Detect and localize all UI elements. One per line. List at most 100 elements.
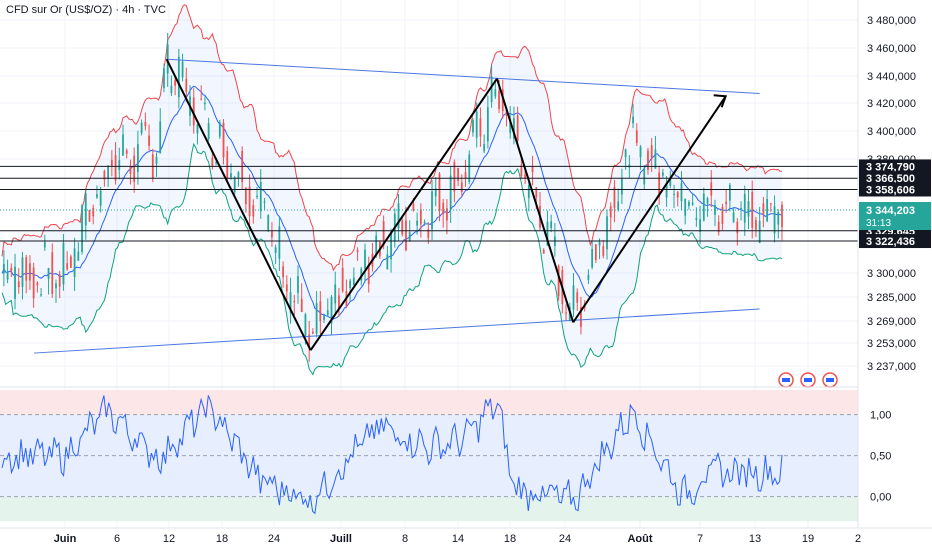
candle-body bbox=[509, 118, 512, 134]
candle-body bbox=[710, 182, 713, 196]
candle-body bbox=[758, 220, 761, 243]
candle-body bbox=[274, 247, 277, 253]
candle-body bbox=[594, 244, 597, 260]
candle-body bbox=[244, 188, 247, 205]
candle-body bbox=[412, 203, 415, 211]
candle-body bbox=[419, 209, 422, 225]
candle-body bbox=[609, 206, 612, 218]
candle-body bbox=[688, 201, 690, 206]
candle-body bbox=[66, 263, 69, 270]
candle-body bbox=[140, 122, 143, 134]
channel-upper-line bbox=[166, 58, 760, 95]
bollinger-fill bbox=[2, 4, 782, 375]
candle-body bbox=[122, 134, 124, 156]
price-axis-tick: 3 237,000 bbox=[867, 361, 916, 373]
candle-body bbox=[293, 300, 296, 303]
candle-body bbox=[725, 201, 728, 205]
candle-body bbox=[43, 242, 46, 248]
candle-body bbox=[25, 257, 28, 281]
candle-body bbox=[632, 116, 634, 124]
candle-body bbox=[36, 282, 39, 286]
level-label: 3 358,606 bbox=[866, 184, 915, 196]
time-axis-tick: 12 bbox=[163, 533, 175, 545]
time-axis-tick: 2 bbox=[855, 533, 861, 545]
candle-body bbox=[624, 149, 627, 158]
candle-body bbox=[21, 257, 24, 287]
level-label-bg bbox=[859, 182, 931, 197]
candle-body bbox=[457, 168, 459, 182]
level-label-bg bbox=[859, 171, 931, 186]
time-axis-tick: 19 bbox=[802, 533, 814, 545]
channel-lower-line bbox=[33, 308, 760, 354]
candle-body bbox=[129, 166, 132, 174]
candle-body bbox=[755, 220, 757, 230]
candle-body bbox=[367, 264, 370, 285]
candle-body bbox=[297, 276, 299, 293]
price-axis-tick: 3 460,000 bbox=[867, 43, 916, 55]
time-axis-tick: 18 bbox=[504, 533, 516, 545]
candle-body bbox=[643, 168, 646, 185]
candle-body bbox=[498, 91, 500, 110]
time-axis-tick: 24 bbox=[268, 533, 280, 545]
candle-body bbox=[527, 185, 530, 198]
candle-body bbox=[606, 216, 608, 250]
candle-body bbox=[252, 205, 255, 217]
candle-body bbox=[449, 175, 452, 210]
candle-body bbox=[14, 266, 16, 299]
candle-body bbox=[174, 80, 177, 86]
candle-body bbox=[483, 144, 486, 152]
candle-body bbox=[721, 207, 724, 224]
price-axis-tick: 3 440,000 bbox=[867, 71, 916, 83]
candle-body bbox=[352, 277, 355, 286]
candle-body bbox=[196, 124, 199, 134]
oscillator-band bbox=[0, 390, 858, 415]
candle-body bbox=[133, 155, 136, 182]
zigzag-segment bbox=[572, 95, 727, 323]
time-axis-tick: 14 bbox=[452, 533, 464, 545]
candle-body bbox=[676, 192, 679, 198]
candle-body bbox=[434, 188, 437, 197]
price-axis-tick: 3 400,000 bbox=[867, 126, 916, 138]
candle-body bbox=[6, 272, 9, 280]
candle-body bbox=[658, 172, 661, 198]
level-label-bg bbox=[859, 234, 931, 249]
candle-body bbox=[55, 283, 57, 289]
candle-body bbox=[702, 193, 705, 221]
candle-body bbox=[464, 172, 467, 179]
candle-body bbox=[200, 98, 203, 100]
candle-body bbox=[669, 178, 672, 186]
candle-body bbox=[382, 221, 385, 246]
candle-body bbox=[695, 217, 698, 220]
candle-body bbox=[494, 89, 497, 97]
candle-body bbox=[40, 294, 42, 296]
candle-body bbox=[423, 221, 426, 224]
candle-body bbox=[17, 281, 20, 288]
current-price-label: 3 344,203 bbox=[866, 205, 915, 217]
candle-body bbox=[635, 130, 638, 143]
price-axis-tick: 3 480,000 bbox=[867, 15, 916, 27]
candle-body bbox=[84, 193, 87, 226]
candle-body bbox=[453, 162, 456, 192]
candle-body bbox=[308, 334, 311, 348]
candle-body bbox=[330, 296, 333, 324]
candle-body bbox=[181, 61, 184, 78]
candle-body bbox=[267, 215, 270, 231]
candle-body bbox=[475, 111, 478, 138]
candle-body bbox=[472, 120, 474, 133]
level-label: 3 366,500 bbox=[866, 173, 915, 185]
event-flag-icon bbox=[782, 378, 790, 382]
candle-body bbox=[177, 56, 180, 98]
candle-body bbox=[114, 155, 117, 181]
candle-body bbox=[565, 312, 567, 314]
candle-body bbox=[248, 186, 251, 216]
candle-body bbox=[185, 78, 188, 92]
candle-body bbox=[170, 85, 173, 94]
candle-body bbox=[237, 172, 240, 179]
candle-body bbox=[271, 231, 273, 238]
level-label: 3 374,790 bbox=[866, 161, 915, 173]
candle-body bbox=[769, 203, 772, 205]
candle-body bbox=[505, 109, 508, 116]
candle-body bbox=[356, 250, 359, 253]
candle-body bbox=[323, 315, 325, 321]
